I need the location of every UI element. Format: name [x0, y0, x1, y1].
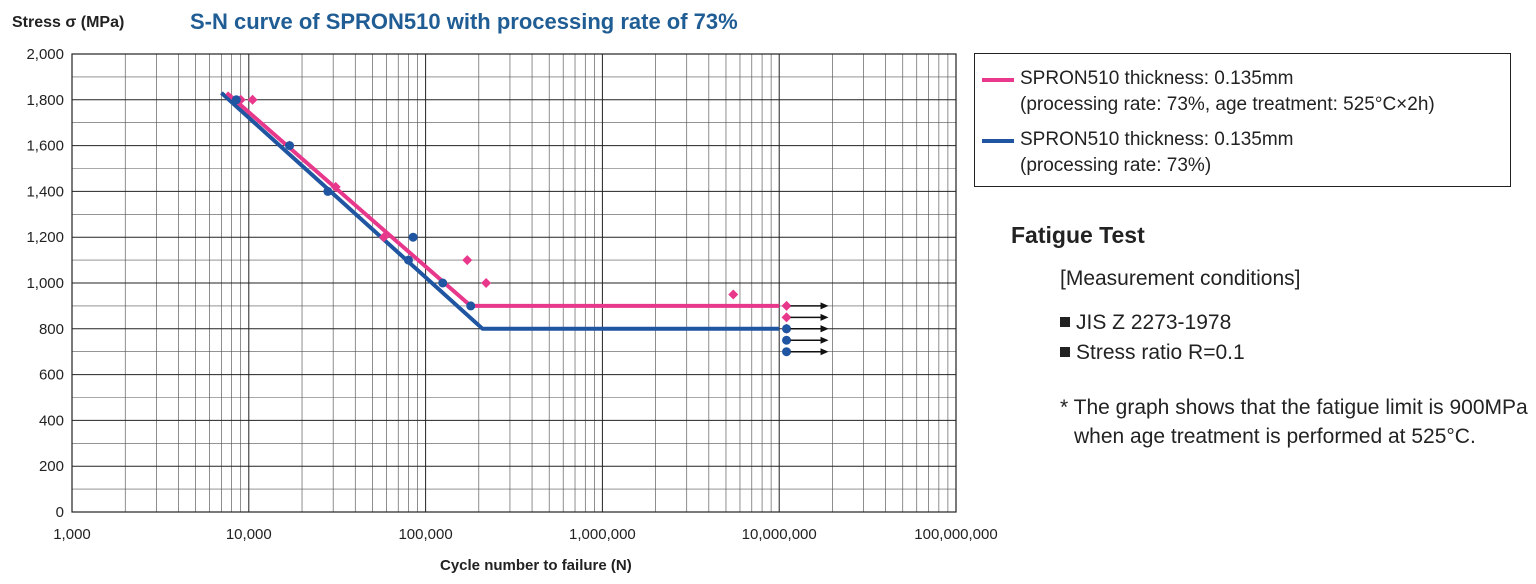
y-tick-label: 0	[56, 504, 64, 521]
data-point-circle	[782, 324, 792, 334]
y-tick-label: 400	[39, 412, 64, 429]
x-tick-label: 10,000	[226, 526, 272, 543]
x-tick-label: 10,000,000	[742, 526, 817, 543]
y-tick-label: 1,400	[26, 183, 64, 200]
plot-frame	[71, 53, 957, 513]
y-tick-label: 1,000	[26, 275, 64, 292]
legend-swatch-blue	[982, 139, 1014, 143]
data-point-diamond	[462, 255, 473, 266]
data-point-circle	[403, 255, 413, 265]
data-points	[231, 94, 792, 357]
data-point-circle	[782, 335, 792, 345]
footnote: * The graph shows that the fatigue limit…	[1060, 396, 1528, 448]
legend-label-pink-line2: (processing rate: 73%, age treatment: 52…	[1020, 94, 1435, 115]
data-point-circle	[323, 186, 333, 196]
runout-arrows	[790, 302, 829, 356]
bullet-item: Stress ratio R=0.1	[1060, 341, 1245, 365]
y-tick-label: 800	[39, 321, 64, 338]
y-tick-labels: 0 200 400 600 800 1,000 1,200 1,400 1,600 1,800 2,…	[26, 46, 64, 521]
y-tick-label: 600	[39, 367, 64, 384]
y-tick-label: 2,000	[26, 46, 64, 63]
data-point-circle	[408, 232, 418, 242]
y-tick-label: 1,200	[26, 229, 64, 246]
data-point-circle	[466, 301, 476, 311]
y-tick-label: 1,800	[26, 92, 64, 109]
bullet-item: JIS Z 2273-1978	[1060, 311, 1231, 335]
runout-arrow-head	[820, 336, 829, 344]
data-point-circle	[438, 278, 448, 288]
data-point-circle	[285, 141, 295, 151]
legend-label-blue-line2: (processing rate: 73%)	[1020, 155, 1212, 176]
legend-label-blue-line1: SPRON510 thickness: 0.135mm	[1020, 129, 1294, 150]
bullet-text: Stress ratio R=0.1	[1076, 341, 1245, 364]
curves	[220, 91, 780, 331]
x-tick-label: 100,000	[398, 526, 452, 543]
runout-arrow-head	[820, 313, 829, 321]
data-point-diamond	[781, 312, 792, 323]
x-tick-label: 100,000,000	[914, 526, 997, 543]
data-point-circle	[782, 347, 792, 357]
data-point-circle	[231, 95, 241, 105]
bullet-text: JIS Z 2273-1978	[1076, 311, 1232, 334]
y-tick-label: 1,600	[26, 138, 64, 155]
legend-label-pink-line1: SPRON510 thickness: 0.135mm	[1020, 68, 1294, 89]
notes-title: Fatigue Test	[1011, 222, 1145, 248]
data-point-diamond	[247, 94, 258, 105]
y-tick-label: 200	[39, 458, 64, 475]
series-line-pink	[225, 91, 780, 308]
x-tick-labels: 1,000 10,000 100,000 1,000,000 10,000,000 100…	[53, 526, 997, 543]
data-point-diamond	[378, 232, 389, 243]
runout-arrow-head	[820, 302, 829, 310]
y-axis-label: Stress σ (MPa)	[12, 14, 125, 31]
data-point-diamond	[481, 278, 492, 288]
x-tick-label: 1,000,000	[569, 526, 636, 543]
chart-title: S-N curve of SPRON510 with processing ra…	[190, 9, 738, 34]
runout-arrow-head	[820, 325, 829, 333]
notes-subtitle: [Measurement conditions]	[1060, 267, 1301, 290]
bullet-square-icon	[1060, 317, 1070, 327]
x-axis-label: Cycle number to failure (N)	[440, 557, 632, 574]
data-point-diamond	[728, 289, 739, 300]
x-tick-label: 1,000	[53, 526, 91, 543]
data-point-diamond	[781, 300, 792, 311]
runout-arrow-head	[820, 348, 829, 356]
bullet-square-icon	[1060, 347, 1070, 357]
legend: SPRON510 thickness: 0.135mm (processing …	[974, 53, 1511, 187]
series-line-blue	[220, 91, 780, 331]
legend-swatch-pink	[982, 78, 1014, 82]
data-point-diamond	[330, 181, 341, 192]
